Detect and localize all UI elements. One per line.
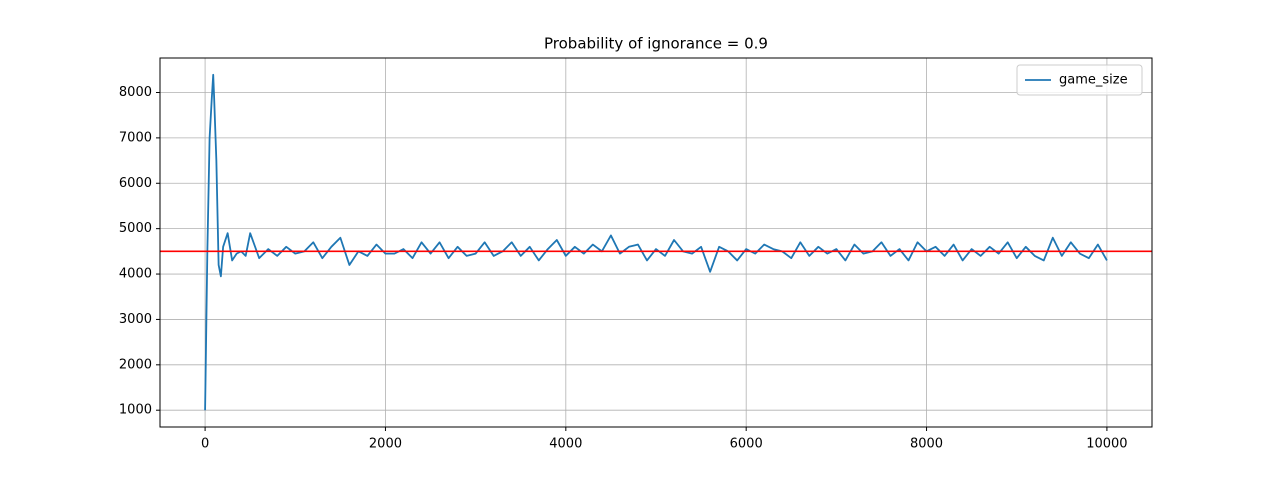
y-tick-label: 2000	[119, 357, 152, 372]
x-tick-label: 6000	[730, 437, 763, 452]
y-tick-label: 1000	[119, 403, 152, 418]
x-tick-label: 4000	[549, 437, 582, 452]
y-tick-label: 5000	[119, 221, 152, 236]
y-tick-label: 6000	[119, 176, 152, 191]
data-line	[204, 73, 1108, 411]
x-tick-label: 2000	[369, 437, 402, 452]
chart-title: Probability of ignorance = 0.9	[544, 35, 768, 53]
y-tick-label: 8000	[119, 85, 152, 100]
y-tick-label: 4000	[119, 267, 152, 282]
x-tick-label: 10000	[1086, 437, 1127, 452]
plot-frame	[159, 57, 1153, 428]
y-tick-label: 7000	[119, 130, 152, 145]
x-tick-label: 8000	[910, 437, 943, 452]
plot-area	[160, 58, 1152, 427]
x-tick-label: 0	[201, 437, 209, 452]
legend-box	[1016, 64, 1143, 96]
y-tick-label: 3000	[119, 312, 152, 327]
legend-label: game_size	[1059, 73, 1128, 88]
